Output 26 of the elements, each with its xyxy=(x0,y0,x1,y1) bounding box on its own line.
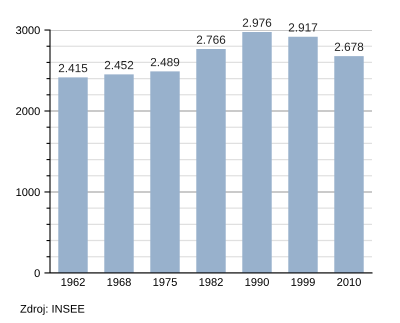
text: Zdroj: INSEE xyxy=(20,304,84,315)
data-label: 2.452 xyxy=(104,60,134,70)
x-tick-label: 1982 xyxy=(199,278,223,286)
data-label: 2.415 xyxy=(58,64,88,72)
y-tick-label: 2000 xyxy=(16,107,40,116)
data-label: 2.489 xyxy=(150,58,180,66)
bar xyxy=(334,56,364,273)
x-tick-label: 1990 xyxy=(245,278,269,286)
y-tick-label: 3000 xyxy=(16,26,40,34)
y-tick-label: 1000 xyxy=(16,188,40,196)
x-tick-label: 1999 xyxy=(291,278,315,286)
data-label: 2.766 xyxy=(196,36,226,44)
y-tick-label: 0 xyxy=(34,269,40,278)
data-label: 2.976 xyxy=(242,18,272,27)
x-tick-label: 1968 xyxy=(107,278,131,286)
bar xyxy=(242,32,272,273)
data-label: 2.917 xyxy=(288,23,318,32)
bar xyxy=(58,77,88,273)
bar xyxy=(196,48,226,273)
bar xyxy=(104,74,134,273)
x-tick-label: 1975 xyxy=(153,278,177,286)
x-tick-label: 2010 xyxy=(337,278,361,286)
bar xyxy=(288,36,318,273)
data-label: 2.678 xyxy=(334,42,364,51)
bar xyxy=(150,71,180,273)
x-tick-label: 1962 xyxy=(61,278,85,286)
